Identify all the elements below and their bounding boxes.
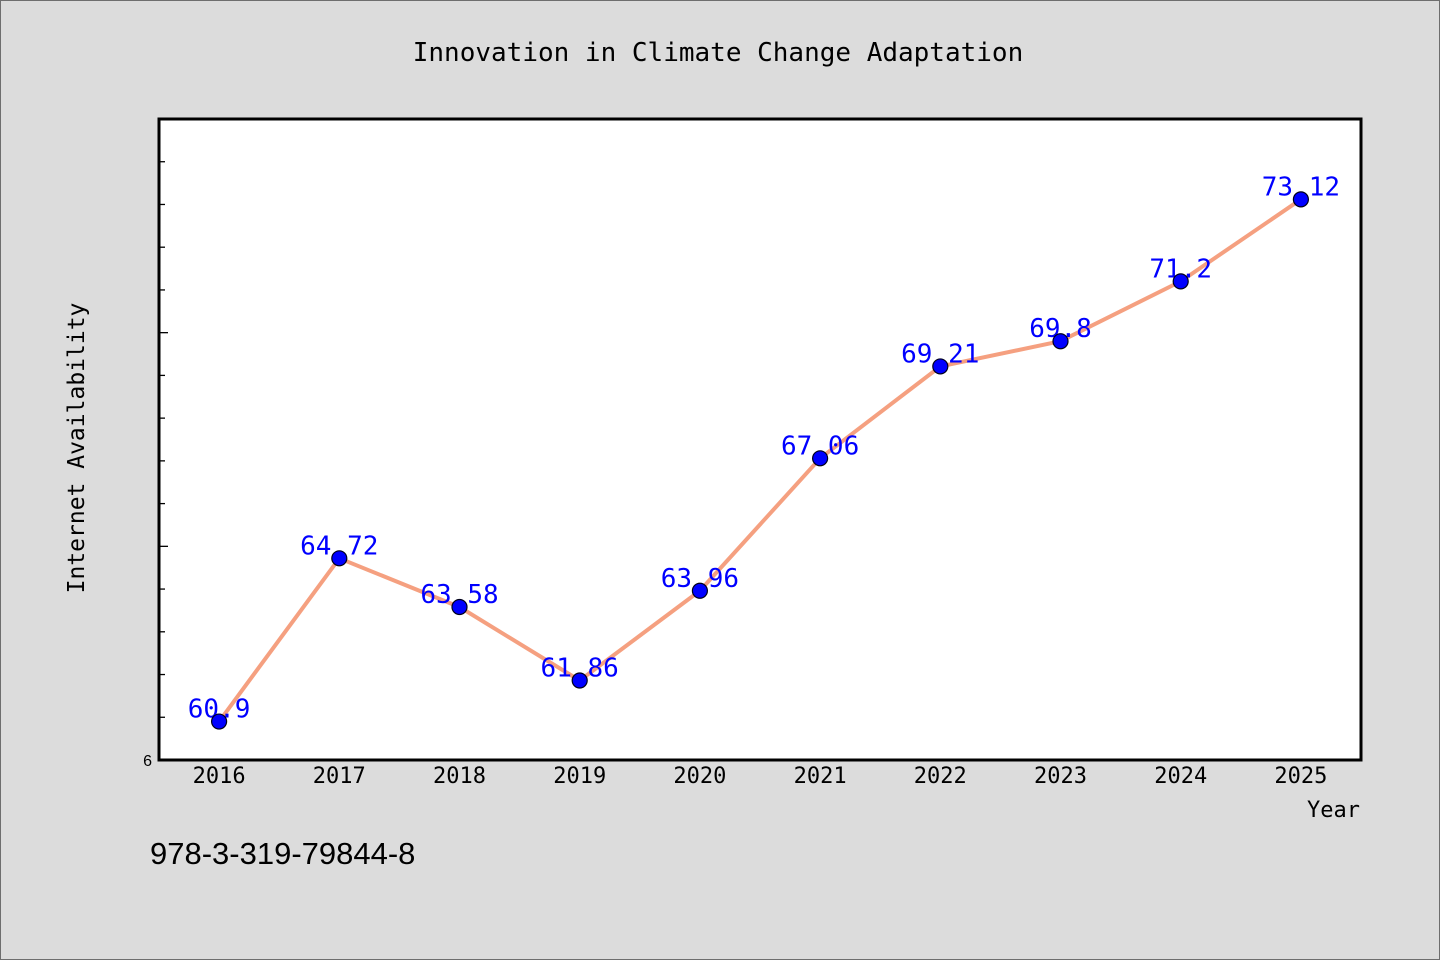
x-tick-label: 2024 bbox=[1154, 764, 1207, 789]
plot-area bbox=[157, 117, 1363, 762]
data-point-marker bbox=[1292, 191, 1310, 208]
data-point-marker bbox=[811, 450, 829, 467]
x-tick-label: 2022 bbox=[914, 764, 967, 789]
data-point-marker bbox=[1052, 333, 1069, 350]
y-axis-ticks bbox=[159, 161, 168, 718]
data-point-marker bbox=[331, 550, 348, 567]
x-tick-label: 2018 bbox=[433, 764, 486, 789]
data-point-marker bbox=[451, 598, 468, 616]
data-point-marker bbox=[211, 713, 228, 730]
x-tick-label: 2019 bbox=[553, 764, 606, 789]
x-tick-label: 2016 bbox=[193, 764, 246, 789]
series-group: 60.964.7263.5861.8663.9667.0669.2169.871… bbox=[188, 172, 1340, 730]
series-line bbox=[217, 197, 1303, 724]
chart-title: Innovation in Climate Change Adaptation bbox=[413, 38, 1023, 68]
x-axis-label: Year bbox=[1307, 798, 1360, 823]
data-point-marker bbox=[691, 582, 709, 599]
x-axis-tick-labels: 2016 2017 2018 2019 2020 2021 2022 2023 2024 2025 bbox=[193, 764, 1328, 789]
x-tick-label: 2017 bbox=[313, 764, 366, 789]
data-point-marker bbox=[571, 672, 588, 689]
y-tick-label: 6 bbox=[143, 753, 152, 770]
x-tick-label: 2025 bbox=[1274, 764, 1327, 789]
y-axis-tick-labels: 6 bbox=[143, 753, 152, 770]
data-point-marker bbox=[932, 358, 949, 375]
x-tick-label: 2023 bbox=[1034, 764, 1087, 789]
x-tick-label: 2021 bbox=[794, 764, 847, 789]
y-axis-label: Internet Availability bbox=[64, 303, 90, 594]
data-point-marker bbox=[1172, 273, 1189, 290]
x-tick-label: 2020 bbox=[673, 764, 726, 789]
isbn-text: 978-3-319-79844-8 bbox=[150, 836, 415, 871]
